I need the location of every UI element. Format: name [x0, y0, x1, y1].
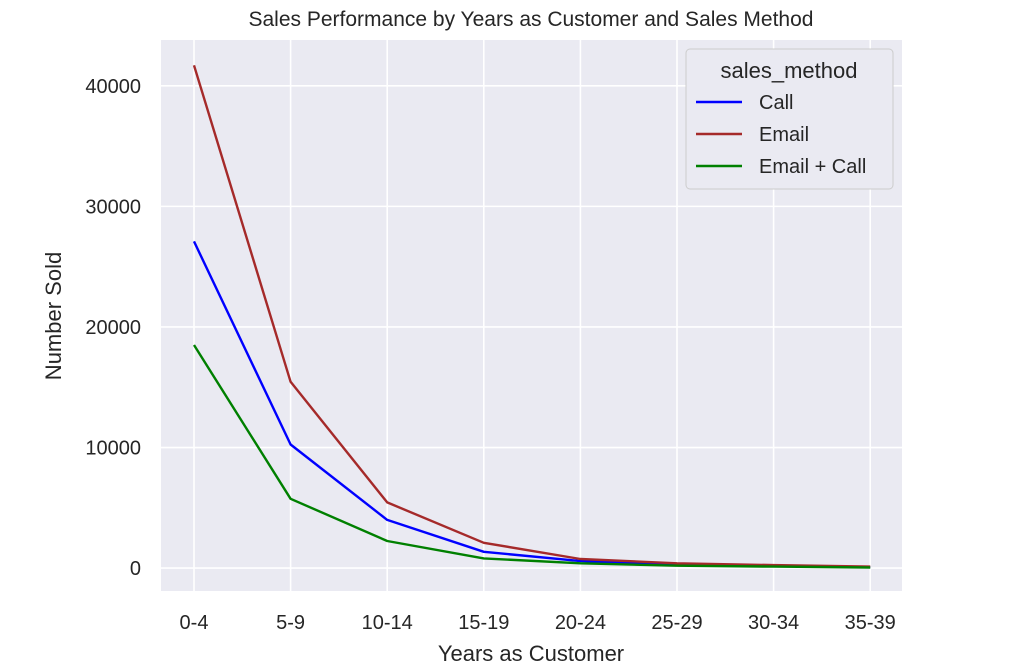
x-tick-label: 0-4 — [180, 612, 209, 634]
x-axis-label: Years as Customer — [438, 641, 624, 666]
x-tick-label: 10-14 — [362, 612, 413, 634]
x-tick-label: 25-29 — [651, 612, 702, 634]
y-tick-label: 10000 — [85, 438, 141, 460]
x-tick-label: 35-39 — [845, 612, 896, 634]
x-tick-label: 20-24 — [555, 612, 606, 634]
legend-items: Call Email Email + Call — [696, 92, 866, 178]
legend-label: Call — [759, 92, 793, 114]
legend-box — [685, 48, 894, 190]
legend-item-email[interactable]: Email — [696, 124, 809, 146]
series-lines — [192, 64, 871, 569]
x-tick-label: 30-34 — [748, 612, 799, 634]
y-tick-label: 40000 — [85, 76, 141, 98]
x-tick-label: 15-19 — [458, 612, 509, 634]
x-tick-label: 5-9 — [276, 612, 305, 634]
legend-label: Email + Call — [759, 156, 866, 178]
y-tick-label: 30000 — [85, 196, 141, 218]
y-tick-label: 0 — [130, 558, 141, 580]
legend-item-email-call[interactable]: Email + Call — [696, 156, 866, 178]
x-tick-labels: 0-4 5-9 10-14 15-19 20-24 25-29 30-34 35-39 — [180, 612, 896, 634]
series-line-email-call — [192, 344, 871, 569]
legend-title: sales_method — [721, 58, 858, 83]
y-axis-label: Number Sold — [41, 252, 66, 380]
y-tick-labels: 0 10000 20000 30000 40000 — [85, 76, 141, 580]
legend[interactable]: sales_method Call Email Email + Call — [685, 48, 894, 190]
chart-title: Sales Performance by Years as Customer a… — [249, 8, 814, 31]
legend-item-call[interactable]: Call — [696, 92, 793, 114]
y-tick-label: 20000 — [85, 317, 141, 339]
legend-label: Email — [759, 124, 809, 146]
series-line-email — [192, 64, 871, 568]
